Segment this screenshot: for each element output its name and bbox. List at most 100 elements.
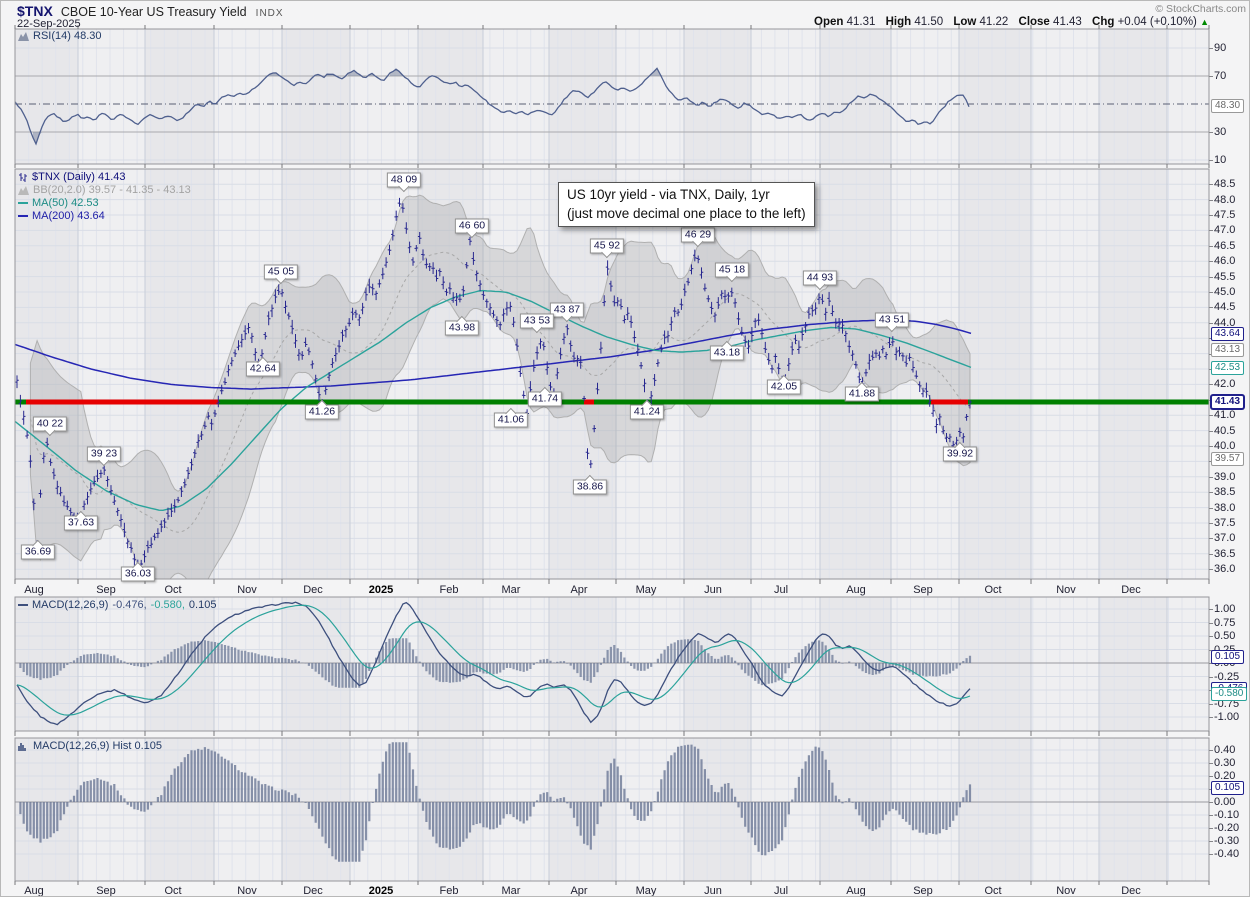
callout-pointer-down bbox=[886, 320, 898, 333]
price-axis-label: 41.0 bbox=[1208, 409, 1236, 422]
macd-line bbox=[16, 601, 971, 726]
line-dash-icon bbox=[18, 201, 28, 205]
price-callout: 41.06 bbox=[493, 407, 529, 428]
month-label: Jul bbox=[773, 885, 789, 897]
callout-pointer-up bbox=[539, 386, 551, 399]
line-dash-icon bbox=[18, 603, 28, 607]
callout-pointer-up bbox=[132, 561, 144, 574]
callout-pointer-down bbox=[398, 180, 410, 193]
macd-axis-label: 0.75 bbox=[1208, 616, 1236, 629]
price-value-flag: 42.53 bbox=[1211, 361, 1245, 376]
callout-pointer-up bbox=[641, 399, 653, 412]
area-icon bbox=[18, 31, 29, 41]
price-axis-label: 46.5 bbox=[1208, 239, 1236, 252]
callout-pointer-down bbox=[531, 321, 543, 334]
callout-pointer-down bbox=[692, 235, 704, 248]
callout-pointer-up bbox=[257, 356, 269, 369]
macd-axis-label: -0.25 bbox=[1208, 670, 1240, 683]
ma50-legend: MA(50) 42.53 bbox=[18, 197, 99, 209]
month-label: Nov bbox=[237, 885, 257, 897]
macd-value-flag: 0.105 bbox=[1211, 650, 1245, 665]
month-ticks bbox=[14, 881, 1210, 885]
price-value-flag: 43.13 bbox=[1211, 342, 1245, 357]
callout-pointer-up bbox=[721, 340, 733, 353]
price-callout: 45.05 bbox=[263, 264, 299, 285]
rsi-grid bbox=[15, 29, 1209, 164]
month-label: Apr bbox=[570, 584, 588, 596]
hist-histogram bbox=[19, 742, 972, 862]
hist-axis-label: -0.40 bbox=[1208, 848, 1240, 860]
callout-pointer-down bbox=[601, 246, 613, 259]
bb-legend-text: BB(20,2.0) 39.57 - 41.35 - 43.13 bbox=[33, 184, 191, 196]
month-label: Oct bbox=[164, 885, 182, 897]
macd-series bbox=[15, 601, 1209, 726]
instrument-name: CBOE 10-Year US Treasury Yield bbox=[60, 5, 247, 19]
note-line2: (just move decimal one place to the left… bbox=[567, 206, 806, 221]
price-callout: 41.74 bbox=[527, 386, 563, 407]
red-hline-segment bbox=[26, 399, 219, 405]
line-dash-icon bbox=[18, 214, 28, 218]
price-callout: 44.93 bbox=[802, 270, 838, 291]
ma200-line bbox=[15, 319, 972, 390]
bb-legend: BB(20,2.0) 39.57 - 41.35 - 43.13 bbox=[18, 184, 191, 196]
hist-axis-label: -0.30 bbox=[1208, 835, 1240, 847]
histogram-icon bbox=[18, 741, 29, 751]
price-axis-label: 36.5 bbox=[1208, 547, 1236, 560]
price-axis-label: 38.5 bbox=[1208, 486, 1236, 499]
price-series bbox=[15, 194, 1209, 579]
price-axis-label: 38.0 bbox=[1208, 501, 1236, 514]
red-hline-segment bbox=[584, 399, 594, 405]
macd-legend: MACD(12,26,9) -0.476, -0.580, 0.105 bbox=[18, 599, 216, 611]
callout-pointer-up bbox=[75, 510, 87, 523]
chart-date: 22-Sep-2025 bbox=[17, 18, 81, 30]
low-label: Low bbox=[953, 16, 977, 28]
price-callout: 46.60 bbox=[454, 218, 490, 239]
price-callout: 43.18 bbox=[709, 340, 745, 361]
macd-hist-value: 0.105 bbox=[188, 599, 217, 611]
callout-pointer-up bbox=[778, 374, 790, 387]
price-axis-label: 40.5 bbox=[1208, 424, 1236, 437]
macd-histogram bbox=[19, 638, 972, 688]
high-value: 41.50 bbox=[914, 16, 944, 28]
price-callout: 46.29 bbox=[680, 227, 716, 248]
month-label: Oct bbox=[984, 885, 1002, 897]
month-label: Dec bbox=[1121, 885, 1141, 897]
price-callout: 41.26 bbox=[304, 399, 340, 420]
price-callout: 45.92 bbox=[589, 238, 625, 259]
month-label: May bbox=[635, 584, 657, 596]
red-hline-segment bbox=[931, 399, 968, 405]
callout-pointer-down bbox=[98, 454, 110, 467]
rsi-axis-label: 90 bbox=[1208, 42, 1227, 54]
price-panel-border bbox=[14, 168, 1210, 580]
callout-pointer-down bbox=[726, 270, 738, 283]
macd-axis-label: 0.50 bbox=[1208, 630, 1236, 642]
price-callout: 36.69 bbox=[20, 539, 56, 560]
callout-pointer-up bbox=[505, 407, 517, 420]
month-label: Feb bbox=[439, 584, 459, 596]
month-label: Dec bbox=[1121, 584, 1141, 596]
price-callout: 43.53 bbox=[519, 313, 555, 334]
rsi-value-flag: 48.30 bbox=[1211, 99, 1245, 114]
low-value: 41.22 bbox=[979, 16, 1009, 28]
macd-value-flag: -0.580 bbox=[1211, 687, 1248, 702]
price-value-flag: 43.64 bbox=[1211, 326, 1245, 341]
price-value-flag: 39.57 bbox=[1211, 452, 1245, 467]
macd-axis-label: -1.00 bbox=[1208, 711, 1240, 723]
price-callout: 38.86 bbox=[572, 474, 608, 495]
price-axis-label: 40.0 bbox=[1208, 440, 1236, 453]
copyright: © StockCharts.com bbox=[1155, 3, 1246, 15]
macd-signal-value: -0.580, bbox=[150, 599, 185, 611]
price-callout: 39.23 bbox=[86, 446, 122, 467]
chg-value: +0.04 (+0.10%) bbox=[1117, 16, 1197, 28]
price-callout: 37.63 bbox=[63, 510, 99, 531]
price-callout: 41.24 bbox=[629, 399, 665, 420]
price-axis-label: 44.0 bbox=[1208, 316, 1236, 329]
rsi-series bbox=[15, 67, 1209, 146]
month-label: Nov bbox=[237, 584, 257, 596]
month-label: Aug bbox=[846, 885, 866, 897]
callout-pointer-up bbox=[316, 399, 328, 412]
hist-legend-text: MACD(12,26,9) Hist 0.105 bbox=[33, 740, 162, 752]
month-ticks bbox=[14, 579, 1210, 584]
